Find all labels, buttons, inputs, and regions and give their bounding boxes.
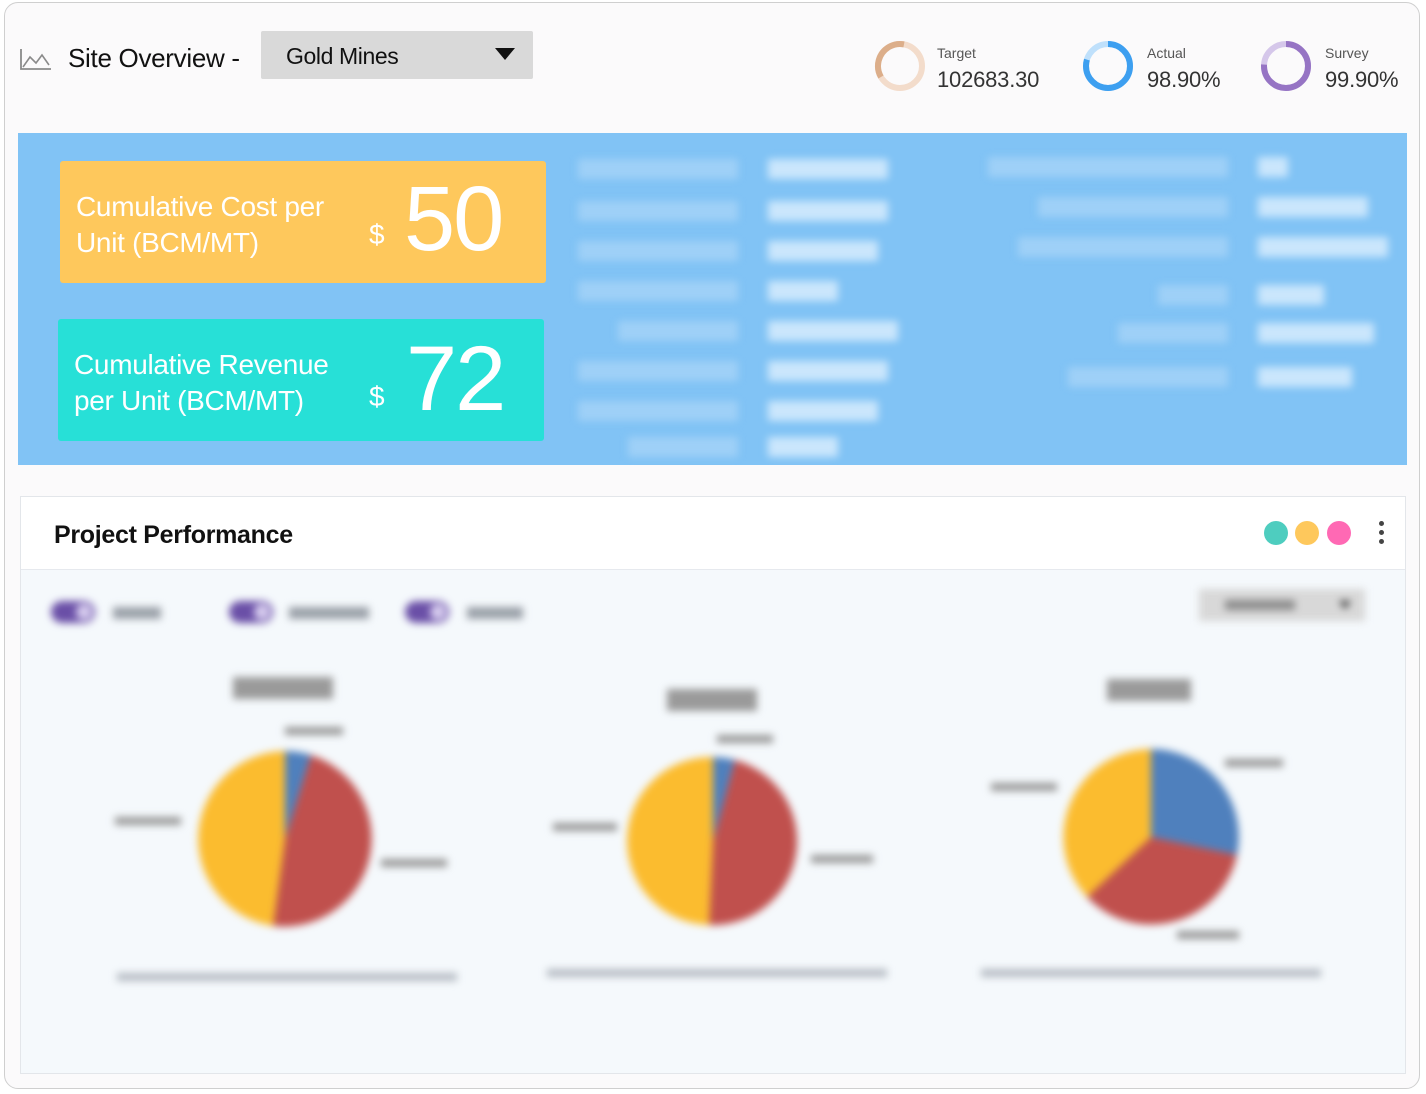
pie-chart-june (1063, 749, 1239, 925)
pie-label (811, 855, 873, 863)
legend-dot-pink[interactable] (1327, 521, 1351, 545)
legend-dot-teal[interactable] (1264, 521, 1288, 545)
pie-title-april (233, 677, 333, 699)
toggle-survey[interactable] (405, 601, 449, 623)
pie-label (1177, 931, 1239, 939)
pie-legend (117, 973, 457, 981)
revenue-value: 72 (406, 328, 506, 430)
revenue-label-line1: Cumulative Revenue (74, 349, 329, 380)
period-select[interactable] (1199, 589, 1365, 621)
toggle-survey-label (467, 607, 523, 619)
pie-legend (547, 969, 887, 977)
period-select-placeholder (1225, 600, 1295, 610)
stat-survey-label: Survey (1325, 45, 1369, 61)
pie-label (381, 859, 447, 867)
stat-actual-label: Actual (1147, 45, 1186, 61)
survey-ring-icon (1261, 41, 1311, 91)
cost-value: 50 (404, 168, 504, 270)
pie-title-may (667, 689, 757, 711)
chevron-down-icon (495, 48, 515, 60)
stat-actual-value: 98.90% (1147, 67, 1221, 92)
pie-label (285, 727, 343, 735)
toggle-target[interactable] (51, 601, 95, 623)
stat-target-label: Target (937, 45, 976, 61)
toggle-estimated-label (289, 607, 369, 619)
area-chart-icon (20, 49, 51, 70)
pie-label (553, 823, 617, 831)
legend-dot-yellow[interactable] (1295, 521, 1319, 545)
cost-per-unit-card: Cumulative Cost per Unit (BCM/MT) $ 50 (60, 161, 546, 283)
summary-band: Cumulative Cost per Unit (BCM/MT) $ 50 C… (18, 133, 1407, 465)
project-performance-card: Project Performance (20, 496, 1406, 1074)
project-info-blurred (558, 145, 1398, 457)
pie-legend (981, 969, 1321, 977)
revenue-currency: $ (369, 381, 385, 412)
cost-currency: $ (369, 219, 385, 250)
pie-label (717, 735, 773, 743)
revenue-label-line2: per Unit (BCM/MT) (74, 385, 304, 416)
actual-ring-icon (1083, 41, 1133, 91)
card-header: Project Performance (21, 497, 1405, 570)
card-title: Project Performance (54, 521, 293, 549)
kebab-menu-icon[interactable] (1377, 521, 1385, 547)
revenue-per-unit-card: Cumulative Revenue per Unit (BCM/MT) $ 7… (58, 319, 544, 441)
stat-target-value: 102683.30 (937, 67, 1040, 92)
stat-survey-value: 99.90% (1325, 67, 1399, 92)
pie-label (115, 817, 181, 825)
pie-label (1225, 759, 1283, 767)
toggle-target-label (113, 607, 161, 619)
cost-label-line1: Cumulative Cost per (76, 191, 324, 222)
pie-label (991, 783, 1057, 791)
app-frame: Site Overview - Gold Mines Target 102683… (4, 2, 1420, 1089)
site-select-value: Gold Mines (286, 43, 399, 69)
chevron-down-icon (1339, 601, 1351, 609)
pie-chart-april (198, 751, 372, 927)
pie-chart-may (627, 756, 798, 926)
toggle-estimated[interactable] (229, 601, 273, 623)
pie-title-june (1107, 679, 1191, 701)
chart-area-blurred (21, 569, 1405, 1073)
target-ring-icon (875, 41, 925, 91)
site-select[interactable]: Gold Mines (261, 31, 533, 79)
page-title: Site Overview - (68, 43, 240, 73)
cost-label-line2: Unit (BCM/MT) (76, 227, 259, 258)
